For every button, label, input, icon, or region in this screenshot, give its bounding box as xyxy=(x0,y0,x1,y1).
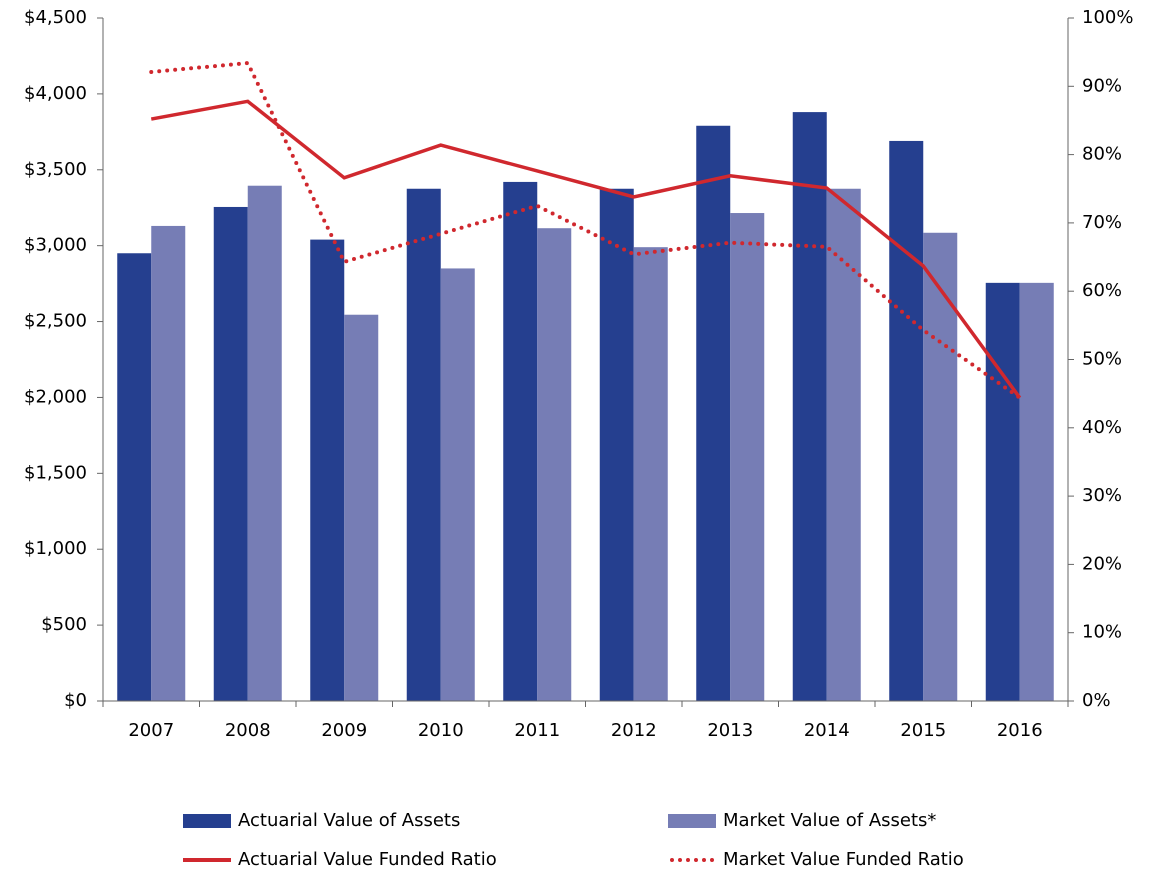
bar xyxy=(440,268,475,701)
x-tick-label: 2015 xyxy=(900,720,946,741)
bar xyxy=(537,228,572,701)
bar xyxy=(599,188,634,701)
bar xyxy=(117,253,152,701)
x-tick-label: 2011 xyxy=(514,720,560,741)
legend-label: Market Value of Assets* xyxy=(723,810,936,831)
y2-tick-label: 10% xyxy=(1082,622,1122,643)
x-tick-label: 2008 xyxy=(225,720,271,741)
legend-swatch xyxy=(668,814,716,828)
y-tick-label: $0 xyxy=(64,690,87,711)
y-tick-label: $3,000 xyxy=(24,235,87,256)
y-tick-label: $2,500 xyxy=(24,311,87,332)
legend-swatch xyxy=(183,814,231,828)
x-tick-label: 2016 xyxy=(997,720,1043,741)
bar xyxy=(1019,282,1054,701)
legend-label: Market Value Funded Ratio xyxy=(723,849,964,870)
y2-tick-label: 20% xyxy=(1082,553,1122,574)
bar xyxy=(633,247,668,701)
y2-tick-label: 0% xyxy=(1082,690,1111,711)
x-tick-label: 2010 xyxy=(418,720,464,741)
x-tick-label: 2014 xyxy=(804,720,850,741)
y-tick-label: $4,500 xyxy=(24,7,87,28)
bar xyxy=(247,185,282,701)
bar xyxy=(696,125,731,702)
y-tick-label: $4,000 xyxy=(24,83,87,104)
bar xyxy=(985,282,1020,701)
bar xyxy=(826,188,861,701)
y2-tick-label: 80% xyxy=(1082,144,1122,165)
bar xyxy=(503,181,538,702)
y-tick-label: $500 xyxy=(41,614,87,635)
y2-tick-label: 60% xyxy=(1082,280,1122,301)
legend-label: Actuarial Value Funded Ratio xyxy=(238,849,497,870)
line xyxy=(149,60,1022,400)
y2-tick-label: 40% xyxy=(1082,417,1122,438)
y2-tick-label: 30% xyxy=(1082,485,1122,506)
bar xyxy=(406,188,441,701)
y2-tick-label: 70% xyxy=(1082,212,1122,233)
y-tick-label: $2,000 xyxy=(24,386,87,407)
y2-tick-label: 90% xyxy=(1082,75,1122,96)
y2-tick-label: 50% xyxy=(1082,349,1122,370)
y-tick-label: $1,000 xyxy=(24,538,87,559)
bar xyxy=(923,232,958,701)
x-tick-label: 2012 xyxy=(611,720,657,741)
y-tick-label: $1,500 xyxy=(24,462,87,483)
bar xyxy=(213,206,248,702)
x-tick-label: 2013 xyxy=(707,720,753,741)
bar xyxy=(151,225,186,702)
bar xyxy=(310,239,345,701)
y-tick-label: $3,500 xyxy=(24,159,87,180)
bar xyxy=(344,314,379,701)
bar xyxy=(730,213,765,702)
bar xyxy=(889,140,924,701)
y2-tick-label: 100% xyxy=(1082,7,1133,28)
line xyxy=(150,99,1022,399)
x-tick-label: 2009 xyxy=(321,720,367,741)
legend-label: Actuarial Value of Assets xyxy=(238,810,460,831)
bar xyxy=(792,112,827,701)
x-tick-label: 2007 xyxy=(128,720,174,741)
